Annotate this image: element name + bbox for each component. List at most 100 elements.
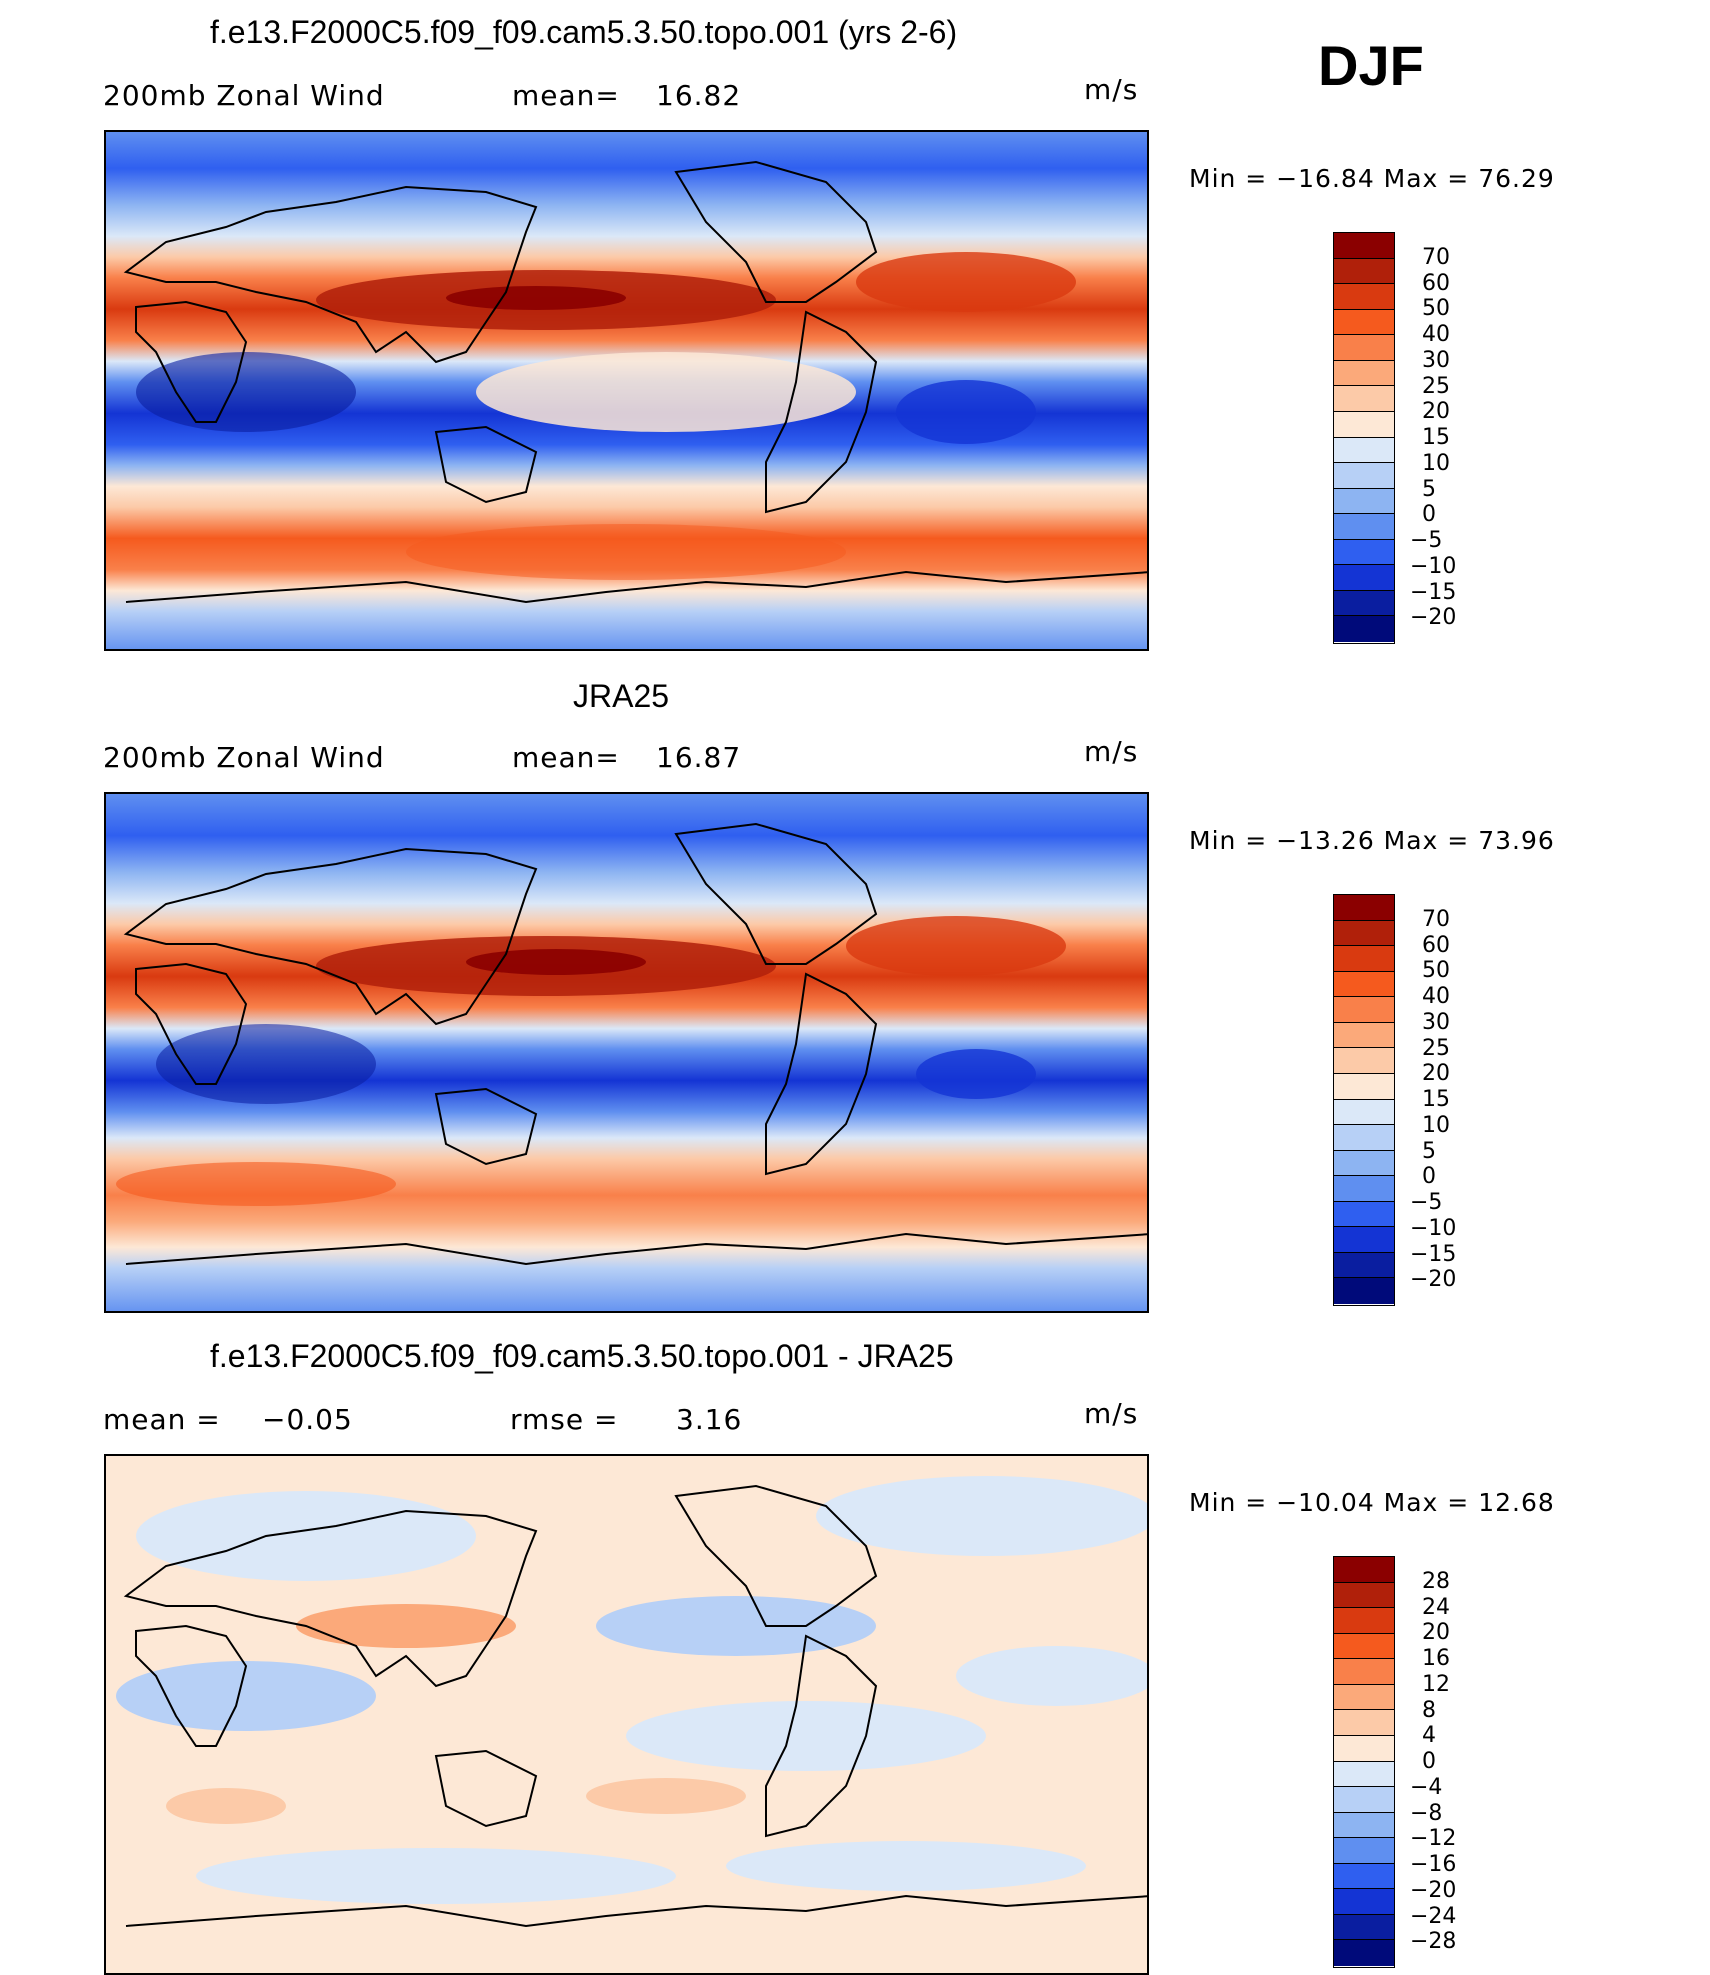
- colorbar-tick-label: 50: [1422, 296, 1450, 322]
- colorbar-tick-label: −5: [1410, 1190, 1443, 1215]
- colorbar-tick-label: 0: [1422, 502, 1436, 528]
- colorbar-tick-label: −20: [1410, 1877, 1457, 1903]
- colorbar-swatch: [1334, 1684, 1394, 1711]
- colorbar-tick-label: 70: [1422, 906, 1450, 932]
- minmax-label: Min = −13.26 Max = 73.96: [1189, 826, 1555, 855]
- colorbar-swatch: [1334, 514, 1394, 540]
- colorbar-swatch: [1334, 437, 1394, 464]
- colorbar-tick-label: 50: [1422, 958, 1450, 984]
- variable-label: 200mb Zonal Wind: [103, 79, 385, 112]
- colorbar-swatch: [1334, 1608, 1394, 1634]
- colorbar-swatch: [1334, 360, 1394, 387]
- colorbar-swatch: [1334, 1022, 1394, 1049]
- mean-label: mean=: [512, 79, 620, 112]
- colorbar-swatch: [1334, 1048, 1394, 1074]
- colorbar-swatch: [1334, 895, 1394, 921]
- colorbar-swatch: [1334, 1710, 1394, 1736]
- colorbar-tick-label: 24: [1422, 1594, 1450, 1620]
- colorbar-swatch: [1334, 1659, 1394, 1685]
- colorbar-tick-label: 15: [1422, 425, 1450, 450]
- colorbar-tick-label: 4: [1422, 1723, 1436, 1749]
- colorbar-tick-label: 30: [1422, 1009, 1450, 1035]
- colorbar-swatch: [1334, 1812, 1394, 1839]
- colorbar-swatch: [1334, 1914, 1394, 1941]
- colorbar: [1333, 894, 1395, 1306]
- units-label: m/s: [1084, 73, 1139, 106]
- colorbar-tick-label: −8: [1410, 1800, 1443, 1826]
- colorbar-swatch: [1334, 1125, 1394, 1151]
- colorbar-swatch: [1334, 1201, 1394, 1228]
- colorbar-swatch: [1334, 1889, 1394, 1915]
- colorbar-swatch: [1334, 463, 1394, 489]
- colorbar-swatch: [1334, 1735, 1394, 1762]
- colorbar-tick-label: −10: [1410, 553, 1457, 579]
- colorbar-swatch: [1334, 284, 1394, 310]
- mean-value: −0.05: [262, 1403, 353, 1436]
- colorbar: [1333, 1556, 1395, 1968]
- colorbar-tick-label: 70: [1422, 244, 1450, 270]
- colorbar-tick-label: 40: [1422, 322, 1450, 347]
- mean-value: 16.87: [656, 741, 742, 774]
- map-model: [104, 130, 1149, 651]
- colorbar-swatch: [1334, 411, 1394, 438]
- colorbar-swatch: [1334, 1252, 1394, 1279]
- mean-label: mean =: [103, 1403, 221, 1436]
- panel-title: f.e13.F2000C5.f09_f09.cam5.3.50.topo.001…: [210, 1338, 954, 1374]
- season-label: DJF: [1318, 34, 1424, 97]
- colorbar-tick-label: 15: [1422, 1087, 1450, 1112]
- colorbar-tick-label: −24: [1410, 1903, 1457, 1929]
- colorbar-swatch: [1334, 1761, 1394, 1788]
- colorbar-tick-label: −16: [1410, 1852, 1457, 1877]
- coastlines: [123, 160, 1147, 604]
- rmse-value: 3.16: [676, 1403, 743, 1436]
- colorbar-tick-label: −15: [1410, 1241, 1457, 1267]
- colorbar-tick-label: 28: [1422, 1568, 1450, 1594]
- colorbar-swatch: [1334, 1787, 1394, 1813]
- colorbar-swatch: [1334, 997, 1394, 1023]
- colorbar-swatch: [1334, 1073, 1394, 1100]
- colorbar-swatch: [1334, 1582, 1394, 1609]
- colorbar-tick-label: −4: [1410, 1774, 1443, 1800]
- jet-core-atlantic: [856, 252, 1076, 312]
- colorbar-tick-label: 8: [1422, 1697, 1436, 1723]
- colorbar-tick-label: −28: [1410, 1929, 1457, 1955]
- colorbar-tick-label: 16: [1422, 1646, 1450, 1671]
- colorbar-swatch: [1334, 539, 1394, 566]
- colorbar-tick-label: 25: [1422, 373, 1450, 399]
- colorbar-tick-label: 20: [1422, 399, 1450, 425]
- colorbar: [1333, 232, 1395, 644]
- minmax-label: Min = −10.04 Max = 12.68: [1189, 1488, 1555, 1517]
- rmse-label: rmse =: [510, 1403, 619, 1436]
- colorbar-swatch: [1334, 971, 1394, 998]
- colorbar-swatch: [1334, 590, 1394, 617]
- colorbar-swatch: [1334, 616, 1394, 642]
- colorbar-tick-label: 0: [1422, 1749, 1436, 1774]
- colorbar-tick-label: −5: [1410, 528, 1443, 553]
- colorbar-tick-label: 20: [1422, 1061, 1450, 1087]
- panel-title: JRA25: [573, 678, 670, 714]
- colorbar-swatch: [1334, 233, 1394, 259]
- colorbar-swatch: [1334, 1227, 1394, 1253]
- colorbar-tick-label: 10: [1422, 1112, 1450, 1138]
- colorbar-tick-label: 5: [1422, 476, 1436, 502]
- variable-label: 200mb Zonal Wind: [103, 741, 385, 774]
- map-jra25: [104, 792, 1149, 1313]
- colorbar-swatch: [1334, 1150, 1394, 1177]
- colorbar-swatch: [1334, 309, 1394, 336]
- colorbar-swatch: [1334, 1099, 1394, 1126]
- colorbar-swatch: [1334, 1863, 1394, 1890]
- colorbar-tick-label: −20: [1410, 605, 1457, 631]
- colorbar-tick-label: 10: [1422, 450, 1450, 476]
- colorbar-swatch: [1334, 920, 1394, 947]
- colorbar-swatch: [1334, 946, 1394, 972]
- mean-value: 16.82: [656, 79, 742, 112]
- colorbar-swatch: [1334, 488, 1394, 515]
- colorbar-swatch: [1334, 1557, 1394, 1583]
- colorbar-swatch: [1334, 1176, 1394, 1202]
- colorbar-tick-label: 0: [1422, 1164, 1436, 1190]
- colorbar-tick-label: 60: [1422, 932, 1450, 958]
- colorbar-swatch: [1334, 1633, 1394, 1660]
- colorbar-tick-label: 40: [1422, 984, 1450, 1009]
- colorbar-swatch: [1334, 1940, 1394, 1966]
- panel-title: f.e13.F2000C5.f09_f09.cam5.3.50.topo.001…: [210, 14, 958, 50]
